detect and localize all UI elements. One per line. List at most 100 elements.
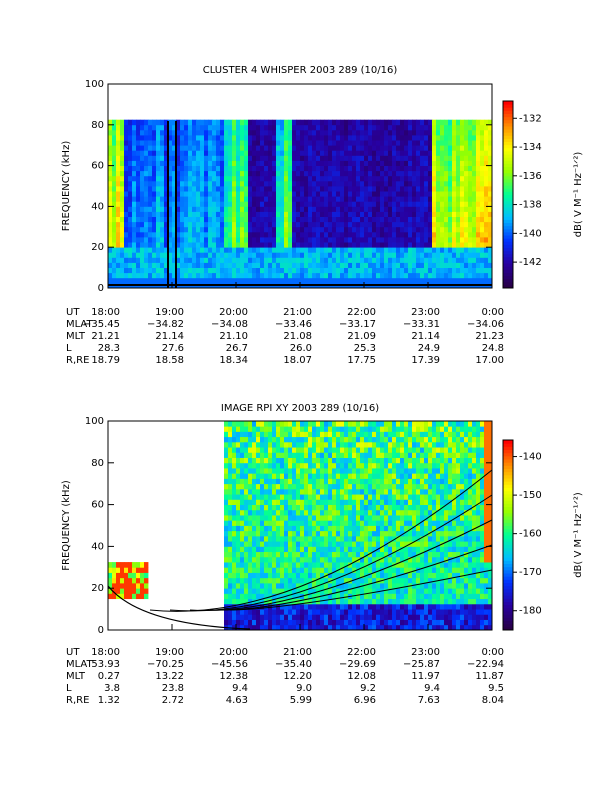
spectrogram-cell: [248, 165, 253, 172]
spectrogram-cell: [316, 452, 321, 458]
spectrogram-cell: [392, 150, 397, 156]
spectrogram-cell: [332, 588, 337, 594]
spectrogram-cell: [432, 226, 437, 233]
spectrogram-cell: [268, 170, 273, 177]
colorbar-cell: [503, 213, 513, 217]
spectrogram-cell: [288, 603, 293, 610]
spectrogram-cell: [280, 135, 285, 141]
spectrogram-cell: [348, 468, 353, 474]
spectrogram-cell: [352, 530, 357, 537]
spectrogram-cell: [412, 150, 417, 156]
spectrogram-cell: [320, 262, 325, 268]
spectrogram-cell: [488, 175, 493, 182]
spectrogram-cell: [380, 441, 385, 448]
spectrogram-cell: [236, 191, 241, 197]
spectrogram-cell: [356, 436, 361, 443]
spectrogram-cell: [300, 231, 305, 238]
spectrogram-cell: [256, 242, 261, 248]
spectrogram-cell: [328, 546, 333, 553]
spectrogram-cell: [168, 129, 173, 136]
spectrogram-cell: [384, 624, 389, 631]
spectrogram-cell: [376, 541, 381, 547]
spectrogram-cell: [268, 135, 273, 141]
spectrogram-cell: [372, 211, 377, 217]
spectrogram-cell: [284, 242, 289, 248]
spectrogram-cell: [336, 546, 341, 553]
spectrogram-cell: [344, 541, 349, 547]
spectrogram-cell: [172, 277, 177, 284]
spectrogram-cell: [344, 483, 349, 490]
spectrogram-cell: [236, 129, 241, 136]
spectrogram-cell: [288, 150, 293, 156]
spectrogram-cell: [176, 272, 181, 279]
spectrogram-cell: [236, 160, 241, 166]
spectrogram-cell: [272, 129, 277, 136]
spectrogram-cell: [284, 252, 289, 258]
spectrogram-cell: [248, 129, 253, 136]
spectrogram-cell: [484, 216, 489, 223]
spectrogram-cell: [124, 582, 129, 589]
spectrogram-cell: [388, 170, 393, 177]
spectrogram-cell: [240, 211, 245, 217]
spectrogram-cell: [248, 119, 253, 126]
spectrogram-cell: [296, 436, 301, 443]
spectrogram-cell: [352, 609, 357, 615]
spectrogram-cell: [252, 201, 257, 207]
spectrogram-cell: [364, 431, 369, 438]
spectrogram-cell: [152, 150, 157, 156]
spectrogram-cell: [236, 170, 241, 177]
spectrogram-cell: [368, 619, 373, 626]
spectrogram-cell: [252, 221, 257, 228]
spectrogram-cell: [480, 277, 485, 284]
spectrogram-cell: [404, 150, 409, 156]
spectrogram-cell: [164, 216, 169, 223]
spectrogram-cell: [108, 231, 113, 238]
spectrogram-cell: [308, 509, 313, 516]
spectrogram-cell: [244, 180, 249, 187]
spectrogram-cell: [400, 231, 405, 238]
spectrogram-cell: [256, 165, 261, 172]
spectrogram-cell: [184, 201, 189, 207]
ut-label: 20:00: [219, 307, 248, 318]
spectrogram-cell: [260, 541, 265, 547]
spectrogram-cell: [332, 488, 337, 495]
spectrogram-cell: [308, 175, 313, 182]
spectrogram-cell: [284, 572, 289, 579]
spectrogram-cell: [228, 431, 233, 438]
spectrogram-cell: [324, 614, 329, 620]
spectrogram-cell: [324, 488, 329, 495]
spectrogram-cell: [380, 277, 385, 284]
spectrogram-cell: [344, 447, 349, 453]
spectrogram-cell: [260, 509, 265, 516]
spectrogram-cell: [384, 135, 389, 141]
ut-label: 22:00: [347, 307, 376, 318]
spectrogram-cell: [224, 160, 229, 166]
spectrogram-cell: [148, 231, 153, 238]
spectrogram-cell: [328, 186, 333, 192]
spectrogram-cell: [368, 582, 373, 589]
spectrogram-cell: [352, 535, 357, 542]
spectrogram-cell: [220, 247, 225, 253]
spectrogram-cell: [292, 551, 297, 558]
spectrogram-cell: [312, 603, 317, 610]
spectrogram-cell: [452, 155, 457, 161]
spectrogram-cell: [296, 572, 301, 579]
spectrogram-cell: [248, 488, 253, 495]
spectrogram-cell: [432, 124, 437, 131]
spectrogram-cell: [288, 257, 293, 263]
spectrogram-cell: [128, 170, 133, 177]
spectrogram-cell: [368, 483, 373, 490]
spectrogram-cell: [468, 196, 473, 202]
colorbar-cell: [503, 266, 513, 270]
spectrogram-cell: [380, 619, 385, 626]
colorbar-cell: [503, 169, 513, 174]
spectrogram-cell: [368, 624, 373, 631]
spectrogram-cell: [344, 525, 349, 532]
spectrogram-cell: [296, 478, 301, 485]
spectrogram-cell: [108, 272, 113, 279]
spectrogram-cell: [288, 582, 293, 589]
spectrogram-cell: [184, 135, 189, 141]
spectrogram-cell: [252, 129, 257, 136]
spectrogram-cell: [232, 447, 237, 453]
spectrogram-cell: [148, 135, 153, 141]
